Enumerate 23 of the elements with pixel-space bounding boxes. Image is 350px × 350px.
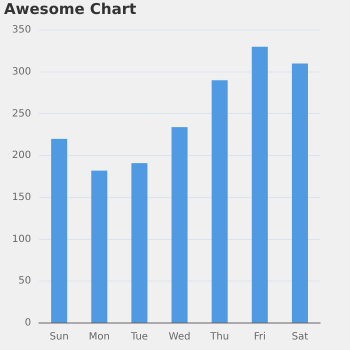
y-tick-label: 100 bbox=[12, 234, 32, 245]
bar bbox=[212, 80, 228, 322]
y-tick-label: 250 bbox=[12, 108, 32, 120]
chart-title: Awesome Chart bbox=[4, 0, 136, 18]
x-tick-label: Fri bbox=[254, 332, 266, 343]
bar bbox=[91, 170, 108, 322]
y-tick-label: 200 bbox=[12, 150, 32, 162]
bar bbox=[252, 46, 268, 322]
bar bbox=[51, 138, 68, 322]
x-tick-label: Thu bbox=[209, 332, 230, 343]
x-tick-label: Sat bbox=[292, 332, 308, 343]
x-tick-label: Mon bbox=[88, 332, 110, 343]
bar bbox=[292, 63, 308, 322]
y-tick-label: 50 bbox=[18, 276, 32, 287]
bar bbox=[131, 163, 148, 322]
bar bbox=[172, 127, 188, 322]
x-tick-label: Wed bbox=[168, 332, 190, 343]
y-tick-label: 0 bbox=[24, 318, 32, 329]
x-tick-label: Sun bbox=[50, 332, 69, 343]
y-tick-label: 350 bbox=[12, 24, 32, 36]
x-tick-label: Tue bbox=[130, 332, 148, 343]
y-tick-label: 150 bbox=[12, 192, 32, 204]
y-tick-label: 300 bbox=[12, 66, 32, 78]
